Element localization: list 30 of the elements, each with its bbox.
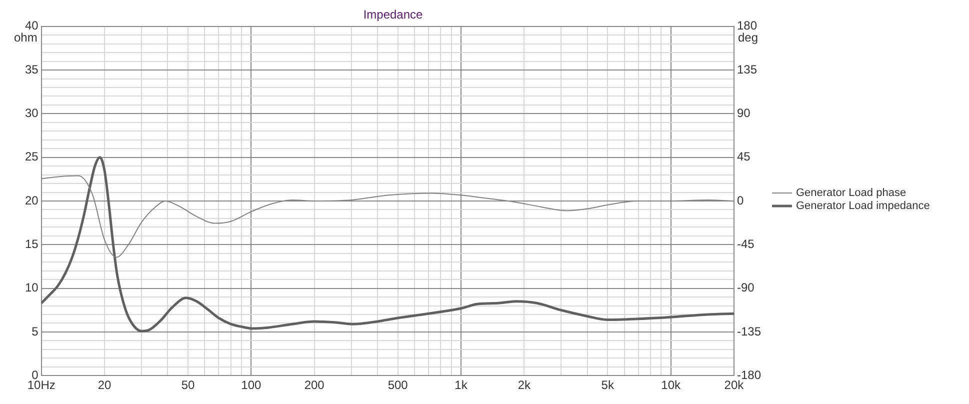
y-tick-label: 30: [24, 106, 39, 120]
x-tick-label: 10k: [661, 378, 682, 392]
y-tick-label: 25: [24, 150, 39, 164]
y2-tick-label: 90: [736, 106, 751, 120]
y2-tick-label: -90: [736, 280, 755, 295]
chart-title: Impedance: [363, 8, 424, 22]
x-tick-label: 2k: [518, 378, 532, 392]
y-tick-label: 10: [24, 280, 39, 295]
y2-tick-label: -135: [736, 324, 762, 338]
y2-tick-label: -45: [736, 236, 755, 251]
y-tick-label: 15: [24, 236, 39, 251]
x-tick-label: 1k: [454, 378, 468, 392]
y2-tick-label: 45: [736, 150, 751, 164]
y-axis-title: ohm: [14, 30, 38, 45]
x-tick-label: 20: [98, 378, 112, 392]
y2-tick-label: 135: [736, 62, 758, 76]
x-tick-label: 5k: [601, 378, 615, 392]
y-tick-label: 35: [24, 62, 39, 76]
y2-axis-title: deg: [738, 30, 758, 45]
x-tick-label: 50: [181, 378, 195, 392]
x-tick-label: 200: [304, 378, 325, 392]
y-tick-label: 40: [24, 18, 39, 33]
y-tick-label: 20: [24, 193, 39, 208]
x-tick-label: 500: [388, 378, 408, 392]
y2-tick-label: 0: [736, 193, 744, 208]
legend-label: Generator Load impedance: [796, 200, 930, 212]
y2-tick-label: 180: [736, 18, 758, 33]
legend-label: Generator Load phase: [796, 187, 906, 200]
x-tick-label: 100: [241, 378, 262, 392]
y-tick-label: 5: [32, 324, 39, 338]
